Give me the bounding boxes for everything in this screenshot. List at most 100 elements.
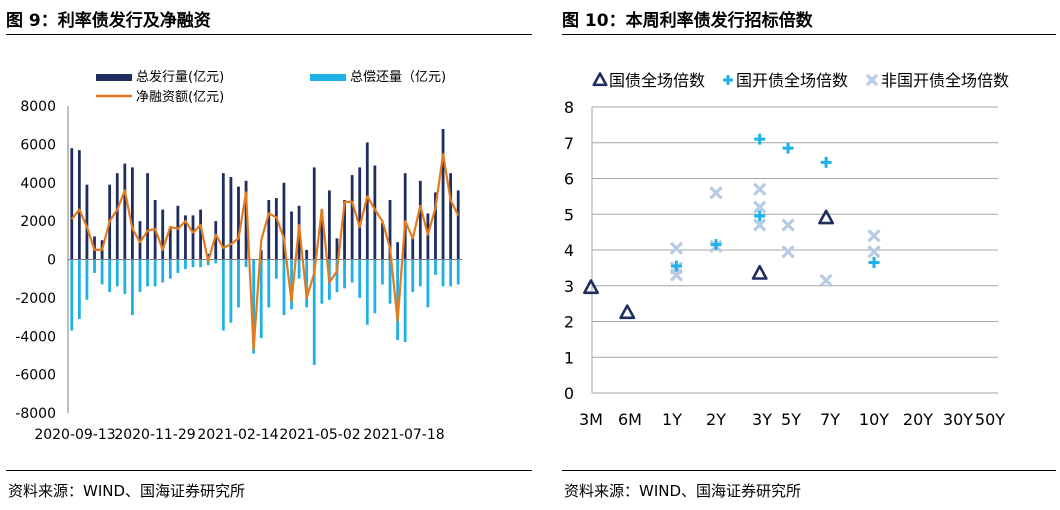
treasury-bond-point bbox=[583, 279, 599, 295]
left-title-rule bbox=[6, 34, 532, 35]
cdb-bond-point bbox=[670, 260, 682, 272]
issuance-bar bbox=[328, 190, 331, 260]
issuance-bar bbox=[312, 167, 316, 260]
repayment-bar bbox=[411, 259, 415, 293]
left-source-rule bbox=[6, 470, 532, 471]
repayment-bar bbox=[320, 259, 324, 304]
non-cdb-bond-point bbox=[781, 245, 795, 259]
legend-label-non-cdb: 非国开债全场倍数 bbox=[881, 71, 1009, 90]
repayment-bar bbox=[244, 259, 248, 268]
issuance-bar bbox=[282, 182, 286, 260]
issuance-bar bbox=[434, 192, 437, 260]
repayment-bar bbox=[343, 259, 346, 289]
issuance-bar bbox=[70, 148, 74, 260]
repayment-bar bbox=[229, 259, 233, 323]
repayment-bar bbox=[77, 259, 81, 319]
repayment-bar bbox=[312, 259, 316, 366]
y-tick-label: 8000 bbox=[20, 99, 56, 115]
repayment-bar bbox=[426, 259, 430, 308]
legend-marker-cdb bbox=[723, 75, 733, 85]
x-tick-label: 3Y bbox=[752, 410, 772, 429]
repayment-bar bbox=[146, 259, 149, 287]
y-tick-label: 0 bbox=[47, 253, 56, 269]
y-tick-label: 5 bbox=[564, 205, 574, 224]
repayment-bar bbox=[221, 259, 225, 331]
y-tick-label: 4000 bbox=[20, 176, 56, 192]
non-cdb-bond-point bbox=[709, 186, 723, 200]
issuance-bar bbox=[426, 213, 430, 260]
y-tick-label: 4 bbox=[564, 241, 574, 260]
repayment-bar bbox=[100, 259, 104, 285]
x-tick-label: 30Y bbox=[943, 410, 973, 429]
repayment-bar bbox=[191, 259, 195, 268]
issuance-bar bbox=[388, 200, 392, 260]
x-tick-label: 2020-11-29 bbox=[114, 427, 195, 443]
issuance-bar bbox=[305, 249, 309, 260]
legend-label-repayment: 总偿还量（亿元) bbox=[350, 70, 446, 85]
repayment-bar bbox=[123, 259, 127, 295]
issuance-bar bbox=[358, 167, 362, 260]
repayment-bar bbox=[93, 259, 96, 273]
issuance-bar bbox=[365, 142, 369, 260]
repayment-bar bbox=[153, 259, 157, 287]
non-cdb-bond-point bbox=[669, 268, 684, 282]
legend-label-issuance: 总发行量(亿元) bbox=[136, 69, 224, 85]
legend-label-cdb: 国开债全场倍数 bbox=[736, 71, 848, 90]
repayment-bar bbox=[252, 259, 256, 354]
issuance-bar bbox=[184, 215, 187, 260]
right-title-rule bbox=[562, 34, 1056, 35]
issuance-bar bbox=[403, 173, 407, 260]
issuance-bar bbox=[290, 211, 293, 260]
legend-swatch-repayment bbox=[310, 74, 346, 81]
cdb-bond-point bbox=[868, 257, 880, 269]
repayment-bar bbox=[434, 259, 437, 275]
issuance-bar bbox=[161, 209, 165, 260]
non-cdb-bond-point bbox=[867, 245, 881, 259]
y-tick-label: 8 bbox=[564, 98, 574, 117]
treasury-bond-point bbox=[619, 304, 636, 320]
treasury-bond-point bbox=[751, 264, 768, 280]
x-tick-label: 5Y bbox=[781, 410, 801, 429]
y-tick-label: -2000 bbox=[15, 291, 56, 307]
issuance-bar bbox=[381, 223, 384, 260]
cdb-bond-point bbox=[754, 210, 766, 222]
y-tick-label: -6000 bbox=[15, 368, 56, 384]
issuance-bar bbox=[229, 176, 233, 260]
y-tick-label: 2 bbox=[564, 313, 574, 332]
repayment-bar bbox=[131, 259, 134, 316]
issuance-bar bbox=[441, 129, 445, 260]
x-tick-label: 3M bbox=[579, 410, 603, 429]
cdb-bond-point bbox=[754, 133, 766, 145]
issuance-bar bbox=[115, 173, 119, 260]
repayment-bar bbox=[403, 259, 407, 343]
y-tick-label: 6 bbox=[564, 170, 574, 189]
repayment-bar bbox=[373, 259, 377, 314]
issuance-bar bbox=[214, 221, 218, 260]
x-tick-label: 50Y bbox=[975, 410, 1005, 429]
repayment-bar bbox=[259, 259, 263, 339]
repayment-bar bbox=[456, 259, 460, 285]
issuance-bar bbox=[123, 163, 127, 260]
y-tick-label: -4000 bbox=[15, 329, 56, 345]
x-tick-label: 2021-07-18 bbox=[363, 427, 444, 443]
issuance-bar bbox=[191, 215, 195, 260]
issuance-bar bbox=[396, 242, 399, 260]
non-cdb-bond-point bbox=[669, 241, 684, 255]
repayment-bar bbox=[199, 259, 202, 268]
legend-swatch-issuance bbox=[96, 74, 132, 81]
right-figure-title: 图 10：本周利率债发行招标倍数 bbox=[562, 11, 813, 31]
issuance-bar bbox=[418, 180, 422, 260]
issuance-bar bbox=[146, 173, 149, 260]
issuance-bar bbox=[85, 184, 89, 260]
y-tick-label: 1 bbox=[564, 348, 574, 367]
issuance-bar bbox=[244, 180, 248, 260]
x-tick-label: 1Y bbox=[662, 410, 682, 429]
repayment-bar bbox=[176, 259, 180, 273]
issuance-bar bbox=[350, 175, 354, 260]
cdb-bond-point bbox=[820, 156, 832, 168]
y-tick-label: 2000 bbox=[20, 214, 56, 230]
treasury-bond-point bbox=[818, 209, 835, 225]
y-tick-label: 0 bbox=[564, 384, 574, 403]
x-tick-label: 2021-02-14 bbox=[197, 427, 278, 443]
y-tick-label: 3 bbox=[564, 277, 574, 296]
